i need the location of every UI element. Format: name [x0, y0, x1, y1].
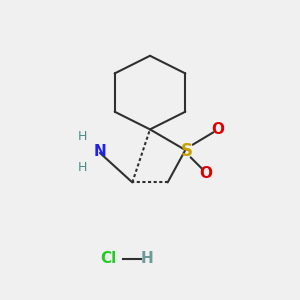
Text: O: O [200, 166, 212, 181]
Text: H: H [141, 251, 153, 266]
Text: H: H [78, 130, 87, 143]
Text: H: H [78, 161, 87, 174]
Text: N: N [94, 144, 106, 159]
Text: Cl: Cl [101, 251, 117, 266]
Text: S: S [181, 142, 193, 160]
Text: O: O [211, 122, 224, 137]
